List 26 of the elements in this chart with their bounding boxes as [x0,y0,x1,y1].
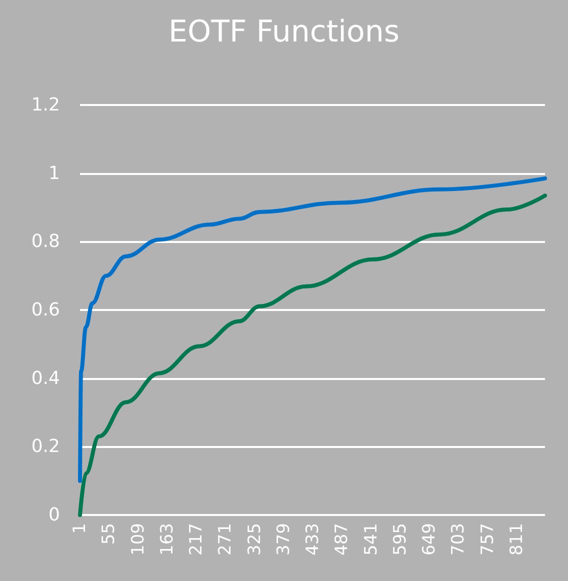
x-tick-label: 703 [448,523,469,556]
y-tick-label: 0.6 [31,300,60,320]
x-tick-label: 109 [128,523,148,556]
y-tick-label: 1.2 [31,94,60,116]
x-tick-label: 811 [506,523,527,556]
line-series [78,194,547,517]
x-tick-label: 55 [99,523,120,545]
x-tick-label: 217 [186,523,207,556]
x-tick-label: 433 [303,523,324,556]
y-tick-label: 1 [48,162,60,184]
y-tick-label: 0.4 [31,368,60,389]
x-tick-label: 379 [274,523,294,556]
y-tick-label: 0.2 [31,436,60,458]
x-tick-label: 595 [390,523,410,556]
x-tick-label: 541 [361,523,382,556]
x-tick-label: 1 [70,523,90,534]
x-tick-label: 487 [332,523,352,556]
y-tick-label: 0 [48,504,60,526]
x-tick-label: 757 [478,523,498,556]
x-tick-label: 325 [244,523,265,556]
y-tick-label: 0.8 [31,231,60,252]
line-series [78,176,547,483]
x-tick-label: 163 [157,523,178,556]
chart-title: EOTF Functions [168,14,400,50]
x-tick-label: 271 [216,523,236,556]
x-tick-label: 649 [420,523,440,556]
